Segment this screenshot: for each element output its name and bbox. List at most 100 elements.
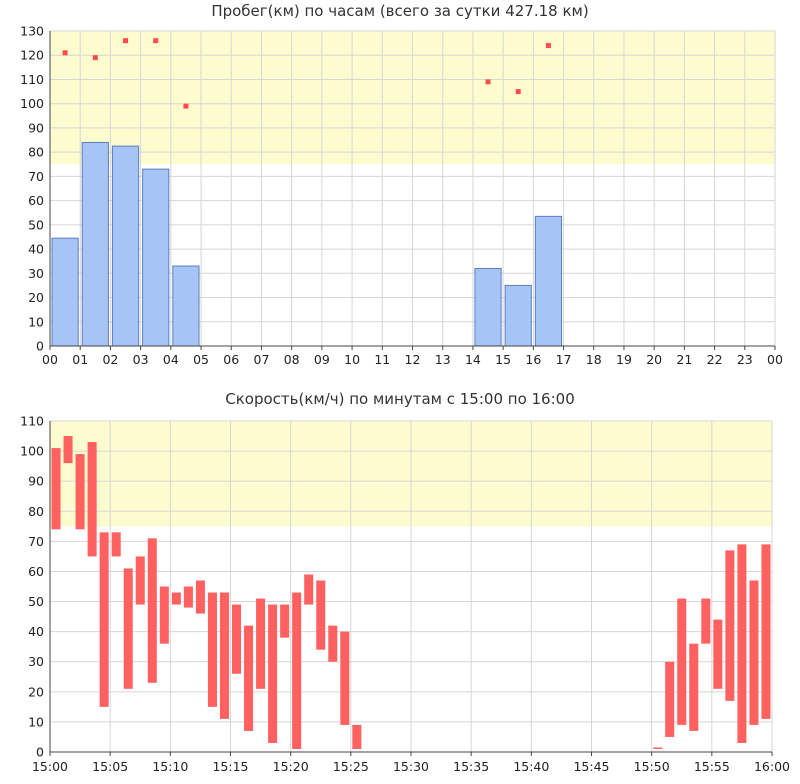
speed-range-bar — [207, 592, 217, 707]
speed-range-bar — [280, 604, 290, 638]
x-tick-label: 15:10 — [152, 759, 188, 774]
mileage-bar — [172, 265, 200, 347]
speed-range-bar — [183, 586, 193, 608]
max-speed-marker — [183, 103, 189, 109]
x-tick-label: 13 — [435, 352, 451, 367]
y-tick-label: 60 — [28, 193, 44, 208]
speed-range-bar — [653, 747, 663, 749]
x-tick-label: 15:15 — [212, 759, 248, 774]
x-tick-label: 15:25 — [333, 759, 369, 774]
speed-range-bar — [316, 580, 326, 650]
mileage-bar — [504, 284, 532, 347]
y-tick-label: 100 — [20, 96, 44, 111]
y-tick-label: 90 — [28, 474, 44, 489]
max-speed-marker — [485, 79, 491, 85]
mileage-bar — [111, 145, 140, 347]
speed-range-bar — [268, 604, 278, 743]
y-tick-label: 100 — [20, 444, 44, 459]
speed-range-bar — [135, 556, 145, 605]
mileage-bar — [81, 141, 109, 347]
y-tick-label: 40 — [28, 624, 44, 639]
y-tick-label: 50 — [28, 217, 44, 232]
x-tick-label: 08 — [284, 352, 300, 367]
x-tick-label: 19 — [616, 352, 632, 367]
speed-range-bar — [63, 436, 73, 464]
x-tick-label: 15:50 — [634, 759, 670, 774]
y-tick-label: 80 — [28, 145, 44, 160]
y-tick-label: 130 — [20, 24, 44, 39]
mileage-bar — [142, 168, 170, 347]
x-tick-label: 15:55 — [694, 759, 730, 774]
x-tick-label: 11 — [374, 352, 390, 367]
y-tick-label: 50 — [28, 594, 44, 609]
y-tick-label: 90 — [28, 120, 44, 135]
speed-range-bar — [304, 574, 314, 605]
max-speed-marker — [92, 55, 98, 61]
speed-range-bar — [328, 625, 338, 662]
max-speed-marker — [153, 38, 159, 44]
speed-range-bar — [737, 544, 747, 743]
y-tick-label: 70 — [28, 169, 44, 184]
x-tick-label: 04 — [163, 352, 179, 367]
speed-range-bar — [761, 544, 771, 719]
x-tick-label: 10 — [344, 352, 360, 367]
y-tick-label: 20 — [28, 290, 44, 305]
x-tick-label: 18 — [586, 352, 602, 367]
x-tick-label: 15 — [495, 352, 511, 367]
mileage-bar — [474, 267, 502, 347]
x-tick-label: 09 — [314, 352, 330, 367]
speed-range-bar — [51, 448, 61, 530]
speed-range-bar — [219, 592, 229, 719]
speed-range-bar — [244, 625, 254, 731]
speed-range-bar — [147, 538, 157, 683]
x-tick-label: 22 — [707, 352, 723, 367]
x-tick-label: 17 — [556, 352, 572, 367]
x-tick-label: 05 — [193, 352, 209, 367]
y-tick-label: 60 — [28, 564, 44, 579]
x-tick-label: 15:20 — [273, 759, 309, 774]
x-tick-label: 15:40 — [513, 759, 549, 774]
x-tick-label: 15:30 — [393, 759, 429, 774]
y-tick-label: 120 — [20, 48, 44, 63]
x-tick-label: 03 — [133, 352, 149, 367]
x-tick-label: 01 — [72, 352, 88, 367]
speed-range-bar — [159, 586, 169, 644]
y-tick-label: 30 — [28, 654, 44, 669]
max-speed-marker — [62, 50, 68, 56]
y-tick-label: 0 — [36, 745, 44, 760]
x-tick-label: 23 — [737, 352, 753, 367]
y-tick-label: 10 — [28, 314, 44, 329]
speed-range-bar — [689, 643, 699, 731]
x-tick-label: 21 — [676, 352, 692, 367]
y-tick-label: 0 — [36, 339, 44, 354]
x-tick-label: 16:00 — [754, 759, 790, 774]
x-tick-label: 15:05 — [92, 759, 128, 774]
speed-range-bar — [713, 619, 723, 689]
x-tick-label: 00 — [767, 352, 783, 367]
x-tick-label: 02 — [102, 352, 118, 367]
speed-range-bar — [195, 580, 205, 614]
x-tick-label: 00 — [42, 352, 58, 367]
speed-range-bar — [725, 550, 735, 701]
y-tick-label: 70 — [28, 534, 44, 549]
x-tick-label: 14 — [465, 352, 481, 367]
speed-range-bar — [99, 532, 109, 707]
x-tick-label: 07 — [254, 352, 270, 367]
y-tick-label: 20 — [28, 684, 44, 699]
mileage-bar — [534, 215, 563, 347]
max-speed-marker — [515, 89, 521, 95]
max-speed-marker — [545, 43, 551, 49]
x-tick-label: 20 — [646, 352, 662, 367]
speed-range-bar — [340, 631, 350, 725]
speed-range-bar — [749, 580, 759, 725]
x-tick-label: 16 — [525, 352, 541, 367]
y-tick-label: 30 — [28, 266, 44, 281]
y-tick-label: 110 — [20, 72, 44, 87]
speed-range-bar — [123, 568, 133, 689]
speed-range-bar — [677, 598, 687, 725]
speed-range-bar — [352, 724, 362, 749]
x-tick-label: 12 — [405, 352, 421, 367]
x-tick-label: 06 — [223, 352, 239, 367]
speed-range-bar — [171, 592, 181, 605]
